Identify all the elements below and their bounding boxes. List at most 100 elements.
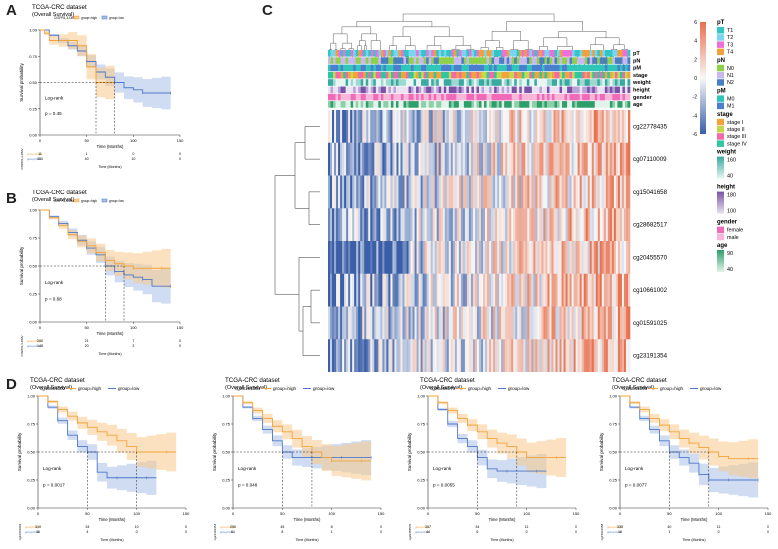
heatmap-cell	[517, 208, 520, 242]
logrank-label: Log-rank	[625, 466, 644, 471]
heatmap-cell	[589, 142, 593, 176]
y-tick-label: 1.00	[222, 394, 231, 399]
annotation-cell	[383, 50, 387, 57]
annotation-cell	[579, 86, 583, 94]
heatmap-cell	[338, 273, 341, 307]
heatmap-cell	[615, 142, 619, 176]
heatmap-cell	[505, 306, 508, 340]
annotation-cell	[443, 64, 447, 72]
annotation-cell	[489, 101, 492, 108]
legend-title: gender	[717, 220, 738, 226]
annotation-cell	[338, 64, 341, 72]
heatmap-cell	[491, 339, 494, 372]
km-plot-body: TCGA-CRC dataset(Overall Survival)CISPR1…	[19, 190, 184, 357]
heatmap-cell	[537, 208, 540, 242]
heatmap-cell	[422, 339, 425, 372]
legend-high-label: group=high	[660, 386, 684, 391]
annotation-cell	[403, 79, 407, 86]
annotation-cell	[335, 71, 339, 79]
annotation-cell	[516, 101, 520, 108]
heatmap-cell	[551, 110, 554, 144]
legend-title: weight	[716, 150, 736, 156]
annotation-cell	[473, 93, 477, 101]
risk-count: 16	[618, 530, 622, 534]
legend-item-label: N1	[727, 73, 734, 79]
annotation-cell	[360, 79, 364, 86]
annotation-cell	[559, 50, 563, 57]
x-axis-label: Time (Months)	[97, 331, 124, 336]
heatmap-cell	[398, 273, 401, 307]
heatmap-cell	[468, 208, 472, 242]
heatmap-cell	[557, 339, 560, 372]
heatmap-cell	[591, 339, 595, 372]
heatmap-cell	[497, 142, 500, 176]
heatmap-cell	[458, 241, 462, 275]
annotation-cell	[614, 93, 618, 101]
legend-tick: 40	[727, 267, 733, 273]
heatmap-cell	[398, 339, 401, 372]
risk-count: 0	[575, 525, 577, 529]
annotation-cell	[504, 93, 507, 101]
heatmap-cell	[579, 208, 582, 242]
annotation-cell	[395, 101, 399, 108]
annotation-cell	[383, 93, 387, 101]
heatmap-cell	[489, 110, 492, 144]
heatmap-cell	[384, 142, 387, 176]
heatmap-cell	[396, 339, 399, 372]
annotation-cell	[411, 71, 414, 79]
heatmap-cell	[428, 241, 431, 275]
legend-title: pT	[717, 20, 725, 26]
heatmap-cell	[535, 110, 538, 144]
heatmap-cell	[479, 208, 482, 242]
annotation-cell	[546, 50, 550, 57]
heatmap-cell	[577, 241, 580, 275]
heatmap-cell	[597, 241, 601, 275]
annotation-cell	[607, 86, 611, 94]
heatmap-cell	[545, 306, 548, 340]
heatmap-cell	[615, 110, 619, 144]
heatmap-cell	[468, 339, 472, 372]
heatmap-cell	[368, 142, 371, 176]
heatmap-cell	[587, 142, 591, 176]
annotation-cell	[328, 93, 331, 101]
heatmap-cell	[523, 306, 526, 340]
annotation-cell	[378, 93, 382, 101]
dendro-branch	[370, 40, 381, 51]
annotation-cell	[529, 64, 533, 72]
heatmap-cell	[464, 241, 468, 275]
annotation-cell	[567, 86, 570, 94]
annotation-cell	[443, 57, 447, 64]
heatmap-cell	[372, 110, 375, 144]
annotation-cell	[340, 101, 344, 108]
heatmap-cell	[358, 110, 361, 144]
heatmap-cell	[380, 142, 383, 176]
heatmap-cell	[340, 142, 343, 176]
heatmap-cell	[470, 273, 474, 307]
annotation-cell	[496, 101, 500, 108]
heatmap-cell	[440, 273, 444, 307]
annotation-cell	[350, 101, 354, 108]
heatmap-cell	[587, 339, 591, 372]
annotation-cell	[383, 79, 387, 86]
heatmap-cell	[593, 339, 597, 372]
heatmap-cell	[452, 175, 456, 209]
annotation-cell	[559, 64, 563, 72]
heatmap-cell	[517, 273, 520, 307]
annotation-cell	[496, 71, 500, 79]
annotation-cell	[594, 64, 598, 72]
annotation-cell	[521, 57, 525, 64]
annotation-cell	[511, 57, 515, 64]
heatmap-cell	[609, 208, 613, 242]
annotation-cell	[431, 79, 434, 86]
heatmap-cell	[523, 208, 526, 242]
annotation-cell	[484, 57, 487, 64]
heatmap-cell	[358, 339, 361, 372]
annotation-cell	[328, 71, 331, 79]
heatmap-cell	[426, 273, 429, 307]
annotation-cell	[423, 50, 427, 57]
heatmap-cell	[342, 241, 345, 275]
heatmap-cell	[368, 339, 371, 372]
annotation-cell	[549, 79, 553, 86]
annotation-cell	[403, 93, 407, 101]
heatmap-cell	[436, 241, 440, 275]
